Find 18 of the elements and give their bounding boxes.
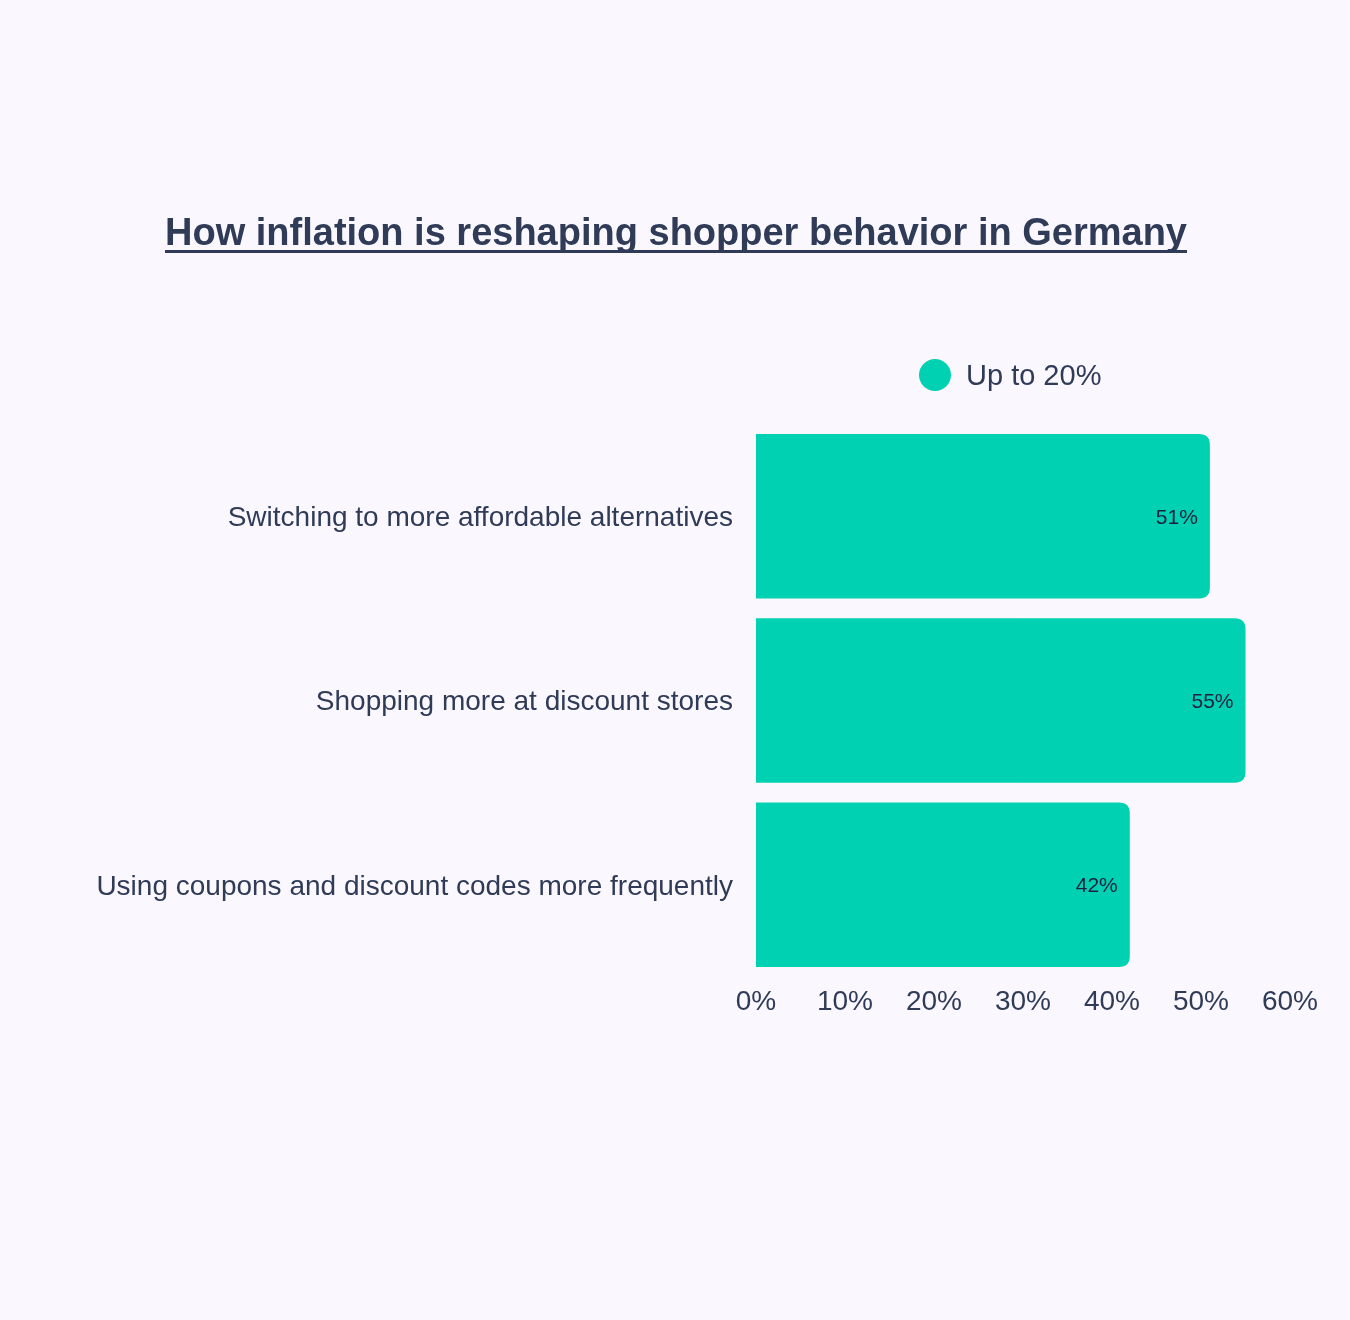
x-tick-label: 50% — [1172, 984, 1230, 1016]
y-tick-label: Switching to more affordable alternatives — [227, 501, 733, 532]
x-tick-label: 60% — [1261, 984, 1319, 1016]
x-tick-label: 30% — [994, 984, 1052, 1016]
y-tick-label: Shopping more at discount stores — [315, 685, 733, 717]
data-label: 42% — [1075, 873, 1118, 897]
x-tick-label: 10% — [816, 984, 874, 1016]
legend-label: Up to 20% — [966, 359, 1102, 392]
bar — [756, 434, 1210, 599]
data-label: 51% — [1155, 504, 1198, 528]
y-tick-label: Using coupons and discount codes more frequently — [96, 869, 733, 901]
bar — [756, 618, 1246, 783]
x-tick-label: 40% — [1083, 984, 1141, 1016]
bar — [756, 802, 1130, 967]
x-tick-label: 0% — [735, 984, 777, 1016]
x-tick-label: 20% — [905, 984, 963, 1016]
chart-title: How inflation is reshaping shopper behavior in Germany — [165, 211, 1187, 253]
data-label: 55% — [1191, 688, 1234, 712]
